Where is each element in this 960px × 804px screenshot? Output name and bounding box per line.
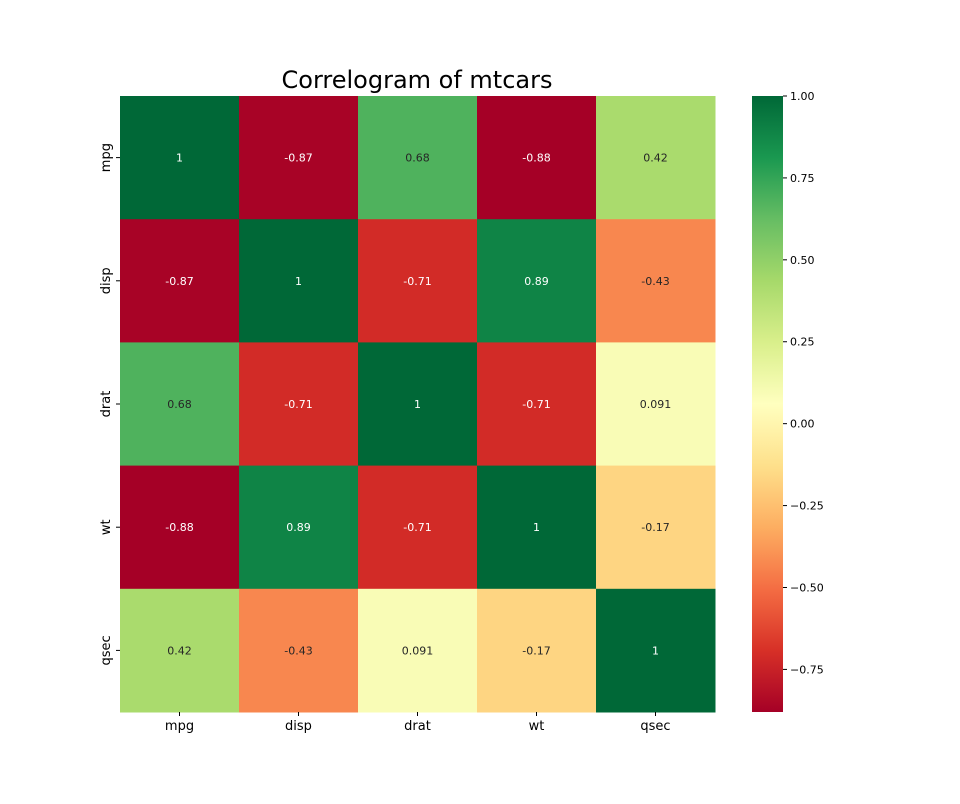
colorbar: 1.00 0.75 0.50 0.25 0.00 −0.25 −0.50 −0.75 [752, 90, 824, 712]
heatmap-cell-mpg-drat [358, 96, 478, 220]
heatmap-cell-disp-disp [239, 219, 359, 343]
x-tick-label-mpg: mpg [165, 719, 194, 734]
heatmap-cell-mpg-wt [477, 96, 597, 220]
heatmap-cell-disp-qsec [596, 219, 716, 343]
colorbar-tick-label-5: −0.25 [790, 500, 824, 513]
cell-annotation-drat-qsec: 0.091 [640, 398, 672, 411]
heatmap-cell-qsec-wt [477, 588, 597, 713]
heatmap-cell-drat-drat [358, 342, 478, 467]
y-tick-label-qsec: qsec [99, 635, 114, 665]
colorbar-tick-label-6: −0.50 [790, 581, 824, 594]
cell-annotation-qsec-drat: 0.091 [402, 644, 434, 657]
heatmap-cell-wt-disp [239, 465, 359, 590]
heatmap-cell-mpg-qsec [596, 96, 716, 220]
cell-annotation-drat-drat: 1 [414, 398, 421, 411]
cell-annotation-wt-drat: -0.71 [403, 521, 431, 534]
colorbar-tick-label-0: 1.00 [790, 90, 815, 103]
colorbar-tick-label-1: 0.75 [790, 172, 815, 185]
cell-annotation-wt-wt: 1 [533, 521, 540, 534]
cell-annotation-disp-mpg: -0.87 [165, 275, 193, 288]
heatmap-cell-drat-wt [477, 342, 597, 467]
heatmap-cell-disp-wt [477, 219, 597, 343]
y-tick-label-drat: drat [99, 391, 114, 418]
heatmap-cell-disp-mpg [120, 219, 240, 343]
heatmap-cell-qsec-mpg [120, 588, 240, 713]
y-axis: mpg disp drat wt qsec [99, 143, 120, 665]
heatmap-cell-wt-mpg [120, 465, 240, 590]
cell-annotation-drat-disp: -0.71 [284, 398, 312, 411]
cell-annotation-wt-mpg: -0.88 [165, 521, 193, 534]
y-tick-label-wt: wt [99, 519, 114, 535]
colorbar-tick-label-2: 0.50 [790, 254, 815, 267]
heatmap-cell-drat-qsec [596, 342, 716, 467]
heatmap-cell-mpg-disp [239, 96, 359, 220]
cell-annotation-wt-qsec: -0.17 [641, 521, 669, 534]
cell-annotations: 1 -0.87 0.68 -0.88 0.42 -0.87 1 -0.71 0.89 -0.43 0… [165, 152, 671, 658]
heatmap-cell-disp-drat [358, 219, 478, 343]
x-axis: mpg disp drat wt qsec [165, 712, 671, 734]
colorbar-tick-label-3: 0.25 [790, 336, 815, 349]
y-tick-label-mpg: mpg [99, 143, 114, 172]
heatmap-cell-wt-qsec [596, 465, 716, 590]
y-tick-label-disp: disp [99, 267, 114, 294]
cell-annotation-disp-drat: -0.71 [403, 275, 431, 288]
cell-annotation-mpg-mpg: 1 [176, 152, 183, 165]
heatmap-cell-qsec-qsec [596, 588, 716, 713]
cell-annotation-qsec-wt: -0.17 [522, 644, 550, 657]
heatmap-cell-mpg-mpg [120, 96, 240, 220]
heatmap-cell-wt-wt [477, 465, 597, 590]
colorbar-tick-label-4: 0.00 [790, 418, 815, 431]
cell-annotation-drat-mpg: 0.68 [167, 398, 192, 411]
cell-annotation-mpg-wt: -0.88 [522, 152, 550, 165]
heatmap-cells [120, 96, 716, 713]
cell-annotation-qsec-qsec: 1 [652, 644, 659, 657]
x-tick-label-disp: disp [285, 719, 312, 734]
x-tick-label-drat: drat [404, 719, 431, 734]
cell-annotation-disp-disp: 1 [295, 275, 302, 288]
cell-annotation-mpg-disp: -0.87 [284, 152, 312, 165]
heatmap-cell-qsec-disp [239, 588, 359, 713]
chart-title: Correlogram of mtcars [282, 66, 553, 94]
cell-annotation-mpg-drat: 0.68 [405, 152, 430, 165]
cell-annotation-qsec-disp: -0.43 [284, 644, 312, 657]
cell-annotation-disp-qsec: -0.43 [641, 275, 669, 288]
heatmap-cell-drat-disp [239, 342, 359, 467]
cell-annotation-disp-wt: 0.89 [524, 275, 549, 288]
cell-annotation-drat-wt: -0.71 [522, 398, 550, 411]
x-tick-label-wt: wt [529, 719, 545, 734]
x-tick-label-qsec: qsec [640, 719, 670, 734]
cell-annotation-mpg-qsec: 0.42 [643, 152, 668, 165]
cell-annotation-qsec-mpg: 0.42 [167, 644, 192, 657]
heatmap-cell-wt-drat [358, 465, 478, 590]
heatmap-cell-drat-mpg [120, 342, 240, 467]
colorbar-gradient [752, 96, 783, 712]
heatmap-cell-qsec-drat [358, 588, 478, 713]
colorbar-tick-label-7: −0.75 [790, 663, 824, 676]
cell-annotation-wt-disp: 0.89 [286, 521, 311, 534]
